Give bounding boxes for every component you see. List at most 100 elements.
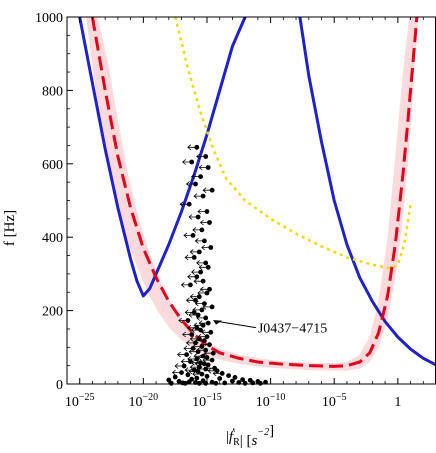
pulsar-point	[181, 363, 187, 369]
x-tick-label: 10−20	[129, 392, 159, 410]
pulsar-point	[186, 379, 192, 385]
pulsar-point	[204, 334, 210, 340]
pulsar-point	[200, 193, 206, 199]
pulsar-point	[207, 342, 212, 348]
pulsar-point	[208, 329, 214, 335]
pulsar-point	[250, 380, 256, 386]
pulsar-point	[203, 366, 209, 372]
pulsar-point	[189, 332, 195, 337]
pulsar-point	[202, 338, 207, 344]
pulsar-point	[217, 376, 223, 381]
pulsar-point	[193, 181, 198, 187]
pulsar-point	[199, 227, 205, 233]
series-line-2	[298, 17, 436, 367]
annotation-arrow	[215, 320, 256, 329]
uncertainty-band	[86, 17, 419, 371]
pulsar-points	[166, 144, 268, 386]
pulsar-point	[210, 350, 216, 356]
pulsar-point	[191, 255, 197, 260]
pulsar-point	[203, 260, 209, 266]
pulsar-point	[194, 375, 200, 381]
pulsar-point	[226, 373, 232, 378]
x-tick-label: 10−15	[192, 392, 222, 410]
y-tick-label: 400	[42, 231, 63, 246]
x-tick-label: 10−10	[256, 392, 286, 410]
series-line-1	[78, 17, 247, 298]
pulsar-point	[190, 233, 196, 238]
pulsar-point	[205, 165, 211, 170]
pulsar-point	[172, 374, 178, 380]
pulsar-point	[202, 301, 207, 306]
pulsar-point	[204, 209, 210, 214]
pulsar-point	[185, 318, 191, 323]
pulsar-point	[194, 144, 200, 150]
x-tick-label: 10−25	[65, 392, 95, 410]
pulsar-point	[199, 307, 205, 313]
pulsar-point	[209, 187, 215, 193]
pulsar-point	[199, 344, 205, 349]
pulsar-point	[203, 154, 209, 159]
sensitivity-band	[86, 17, 419, 371]
series-lines	[78, 17, 436, 368]
pulsar-point	[184, 352, 190, 357]
pulsar-point	[198, 327, 204, 333]
y-axis-label: f [Hz]	[2, 210, 18, 246]
pulsar-point	[205, 362, 211, 368]
axis-ticks: 10−25 10−20 10−15 10−10 10−5 1 0 200 400 600 800 10…	[35, 11, 424, 410]
pulsar-point	[195, 369, 201, 374]
x-axis-label-text: |ḟR| [s−2]	[226, 423, 274, 449]
pulsar-point	[207, 286, 212, 292]
series-line-4	[173, 17, 412, 270]
y-tick-label: 800	[42, 84, 63, 99]
pulsar-point	[194, 325, 200, 331]
pulsar-point	[209, 304, 215, 310]
pulsar-point	[195, 349, 201, 355]
pulsar-point	[205, 320, 211, 326]
y-tick-label: 0	[56, 378, 63, 393]
pulsar-point	[196, 294, 202, 300]
pulsar-point	[168, 380, 174, 386]
pulsar-point	[258, 380, 263, 386]
pulsar-point	[200, 322, 206, 328]
pulsar-point	[193, 340, 198, 346]
pulsar-point	[203, 315, 209, 321]
pulsar-point	[214, 368, 220, 374]
annotations: J0437−4715	[213, 320, 327, 337]
pulsar-point	[191, 310, 197, 315]
pulsar-point	[198, 269, 204, 275]
pulsar-point	[204, 373, 210, 379]
pulsar-point	[196, 380, 202, 386]
pulsar-point	[205, 264, 211, 270]
x-tick-label: 1	[394, 395, 401, 410]
pulsar-point	[222, 380, 228, 386]
pulsar-point	[194, 356, 200, 362]
pulsar-point	[186, 201, 192, 207]
annotation-label: J0437−4715	[258, 322, 327, 337]
y-tick-label: 600	[42, 158, 63, 173]
pulsar-point	[188, 282, 193, 288]
series-line-3	[90, 17, 419, 368]
pulsar-point	[198, 174, 204, 180]
pulsar-point	[166, 377, 172, 383]
pulsar-point	[182, 380, 188, 386]
pulsar-point	[195, 214, 201, 220]
pulsar-point	[185, 372, 191, 378]
pulsar-point	[176, 379, 182, 384]
x-tick-label: 10−5	[322, 392, 347, 410]
pulsar-point	[263, 379, 268, 385]
pulsar-point	[219, 371, 225, 376]
pulsar-point	[202, 238, 207, 244]
pulsar-point	[232, 375, 238, 380]
pulsar-point	[209, 379, 215, 385]
pulsar-point	[194, 274, 200, 280]
pulsar-point	[204, 290, 210, 296]
pulsar-point	[193, 297, 198, 303]
pulsar-point	[207, 220, 212, 225]
pulsar-point	[200, 278, 206, 284]
pulsar-point	[209, 357, 215, 363]
pulsar-point	[213, 380, 219, 386]
x-axis-label: |ḟR| [s−2]	[226, 423, 274, 449]
pulsar-point	[196, 336, 202, 342]
pulsar-point	[199, 371, 205, 377]
